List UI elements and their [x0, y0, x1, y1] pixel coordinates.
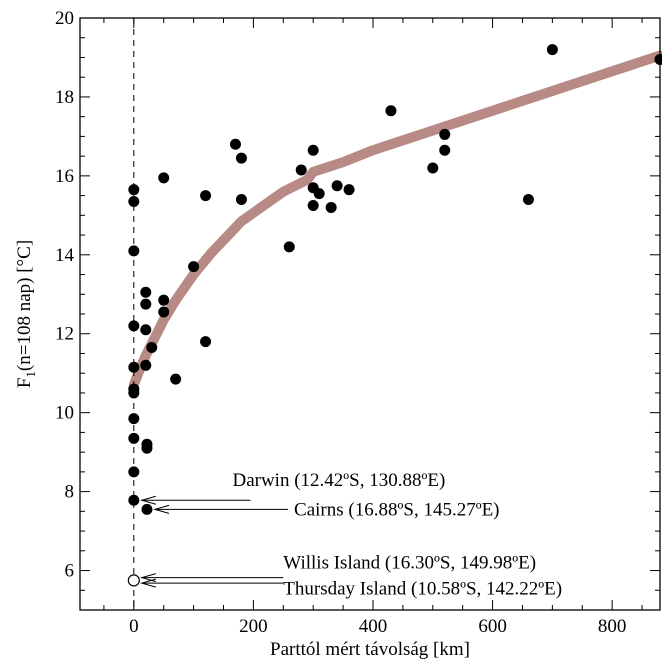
- y-tick-label: 14: [55, 245, 75, 266]
- x-tick-label: 200: [239, 616, 268, 637]
- data-point: [140, 359, 152, 371]
- data-point: [313, 188, 325, 200]
- x-tick-label: 800: [598, 616, 627, 637]
- annotation-arrowhead: [139, 578, 156, 588]
- annotation-arrowhead: [153, 504, 170, 514]
- x-tick-label: 600: [478, 616, 507, 637]
- data-point: [427, 162, 439, 174]
- data-point: [128, 413, 140, 425]
- data-point: [235, 194, 247, 206]
- y-tick-label: 10: [55, 403, 74, 424]
- data-point: [128, 432, 140, 444]
- data-point: [439, 144, 451, 156]
- data-point: [200, 190, 212, 202]
- annotation-label: Cairns (16.88ºS, 145.27ºE): [294, 499, 499, 520]
- annotations-layer: Darwin (12.42ºS, 130.88ºE) Cairns (16.88º…: [139, 470, 562, 599]
- data-point: [295, 164, 307, 176]
- data-point: [325, 201, 337, 213]
- data-point-open: [127, 574, 140, 587]
- data-point: [158, 306, 170, 318]
- data-point: [128, 494, 140, 506]
- data-point: [439, 128, 451, 140]
- data-point: [128, 387, 140, 399]
- data-point: [128, 361, 140, 373]
- y-tick-label: 8: [65, 482, 75, 503]
- x-tick-label: 400: [359, 616, 388, 637]
- data-point: [128, 196, 140, 208]
- data-point: [141, 442, 153, 454]
- data-point: [522, 194, 534, 206]
- ticks-layer: 0 200 400 600 800 6 8 10 12 14 16 18 20: [55, 8, 660, 637]
- data-point: [188, 261, 200, 273]
- data-point: [158, 294, 170, 306]
- y-axis-title-main: F: [14, 378, 35, 389]
- y-axis-title-rest: (n=108 nap) [°C]: [14, 240, 35, 371]
- x-axis-title: Parttól mért távolság [km]: [270, 639, 470, 660]
- y-axis-title-subscript: 1: [23, 371, 38, 378]
- data-point: [128, 245, 140, 257]
- data-point: [343, 184, 355, 196]
- data-point: [307, 144, 319, 156]
- data-point: [128, 466, 140, 478]
- x-tick-label: 0: [129, 616, 139, 637]
- data-point: [229, 138, 241, 150]
- y-tick-label: 12: [55, 324, 74, 345]
- data-point: [140, 286, 152, 298]
- trend-layer: [128, 50, 662, 390]
- data-point: [158, 172, 170, 184]
- y-tick-label: 6: [65, 561, 75, 582]
- data-point: [235, 152, 247, 164]
- data-point: [331, 180, 343, 192]
- data-point: [385, 105, 397, 117]
- y-axis-title: F1(n=108 nap) [°C]: [14, 240, 38, 388]
- y-tick-label: 20: [55, 8, 74, 29]
- annotation-label: Thursday Island (10.58ºS, 142.22ºE): [283, 578, 562, 599]
- data-point: [170, 373, 182, 385]
- points-layer: [127, 44, 662, 587]
- data-point: [128, 184, 140, 196]
- y-tick-label: 16: [55, 166, 74, 187]
- data-point: [200, 336, 212, 348]
- data-point: [140, 324, 152, 336]
- annotation-label: Willis Island (16.30ºS, 149.98ºE): [283, 553, 536, 574]
- data-point: [307, 199, 319, 211]
- data-point: [140, 298, 152, 310]
- data-point: [546, 44, 558, 56]
- annotation-label: Darwin (12.42ºS, 130.88ºE): [232, 470, 445, 491]
- y-tick-label: 18: [55, 87, 74, 108]
- trend-curve: [128, 50, 662, 390]
- data-point: [128, 320, 140, 332]
- data-point: [146, 342, 158, 354]
- data-point: [283, 241, 295, 253]
- data-point: [141, 503, 153, 515]
- annotation-arrowhead: [139, 495, 156, 505]
